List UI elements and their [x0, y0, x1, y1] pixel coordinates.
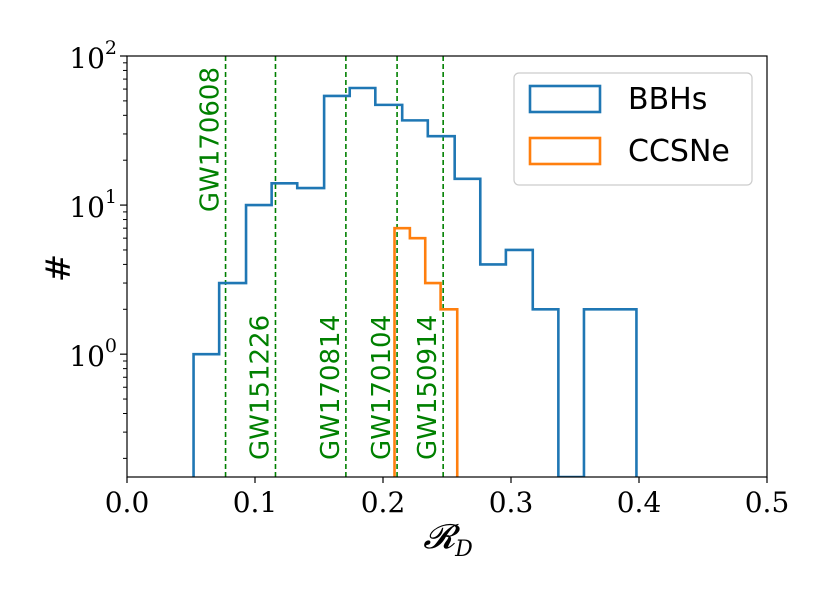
y-axis-label: # [39, 254, 79, 283]
series-ccsne-outline [393, 226, 459, 477]
x-tick-label: 0.4 [617, 486, 662, 519]
x-tick-label: 0.0 [105, 486, 150, 519]
plot-frame [126, 55, 768, 478]
y-tick-label: 102 [69, 37, 117, 75]
y-tick-label: 100 [69, 335, 117, 373]
x-axis: 0.0 0.1 0.2 0.3 0.4 0.5 [105, 477, 790, 519]
bin-bbhs-3 [272, 183, 298, 477]
bin-bbhs-0 [194, 354, 220, 477]
legend-swatch-bbhs [528, 84, 602, 114]
legend-label-ccsne: CCSNe [628, 134, 730, 169]
bin-bbhs-16 [611, 309, 637, 477]
x-tick-label: 0.3 [489, 486, 534, 519]
x-tick-label: 0.2 [361, 486, 406, 519]
y-tick-label: 101 [69, 186, 117, 224]
legend-box [513, 72, 753, 186]
y-axis: 100 101 102 [69, 37, 127, 459]
series-bbhs-outline [192, 86, 638, 477]
x-axis-label-sub: D [454, 537, 473, 562]
bin-bbhs-1 [219, 283, 246, 477]
plot-area: GW170608 GW151226 GW170814 GW170104 GW150914 [126, 55, 768, 478]
x-axis-label: 𝓡D [423, 517, 473, 562]
legend: BBHs CCSNe [513, 72, 753, 186]
bin-bbhs-15 [584, 309, 611, 477]
x-tick-label: 0.1 [233, 486, 278, 519]
plot-content [192, 56, 638, 477]
event-label-gw170104: GW170104 [367, 315, 397, 460]
bin-bbhs-11 [480, 264, 506, 477]
legend-label-bbhs: BBHs [628, 82, 707, 117]
bin-bbhs-12 [506, 250, 533, 477]
x-tick-label: 0.5 [745, 486, 790, 519]
bin-bbhs-13 [533, 309, 559, 477]
event-label-gw170608: GW170608 [196, 67, 226, 212]
event-label-gw150914: GW150914 [413, 315, 443, 460]
event-label-gw170814: GW170814 [316, 315, 346, 460]
event-label-gw151226: GW151226 [245, 315, 275, 460]
legend-swatch-ccsne [528, 136, 602, 166]
x-axis-label-main: 𝓡 [423, 517, 461, 557]
